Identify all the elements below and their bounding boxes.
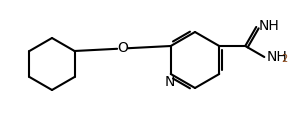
Text: 2: 2 bbox=[281, 54, 288, 64]
Text: N: N bbox=[164, 75, 175, 89]
Text: O: O bbox=[117, 41, 128, 55]
Text: NH: NH bbox=[266, 50, 287, 64]
Text: NH: NH bbox=[258, 19, 279, 33]
